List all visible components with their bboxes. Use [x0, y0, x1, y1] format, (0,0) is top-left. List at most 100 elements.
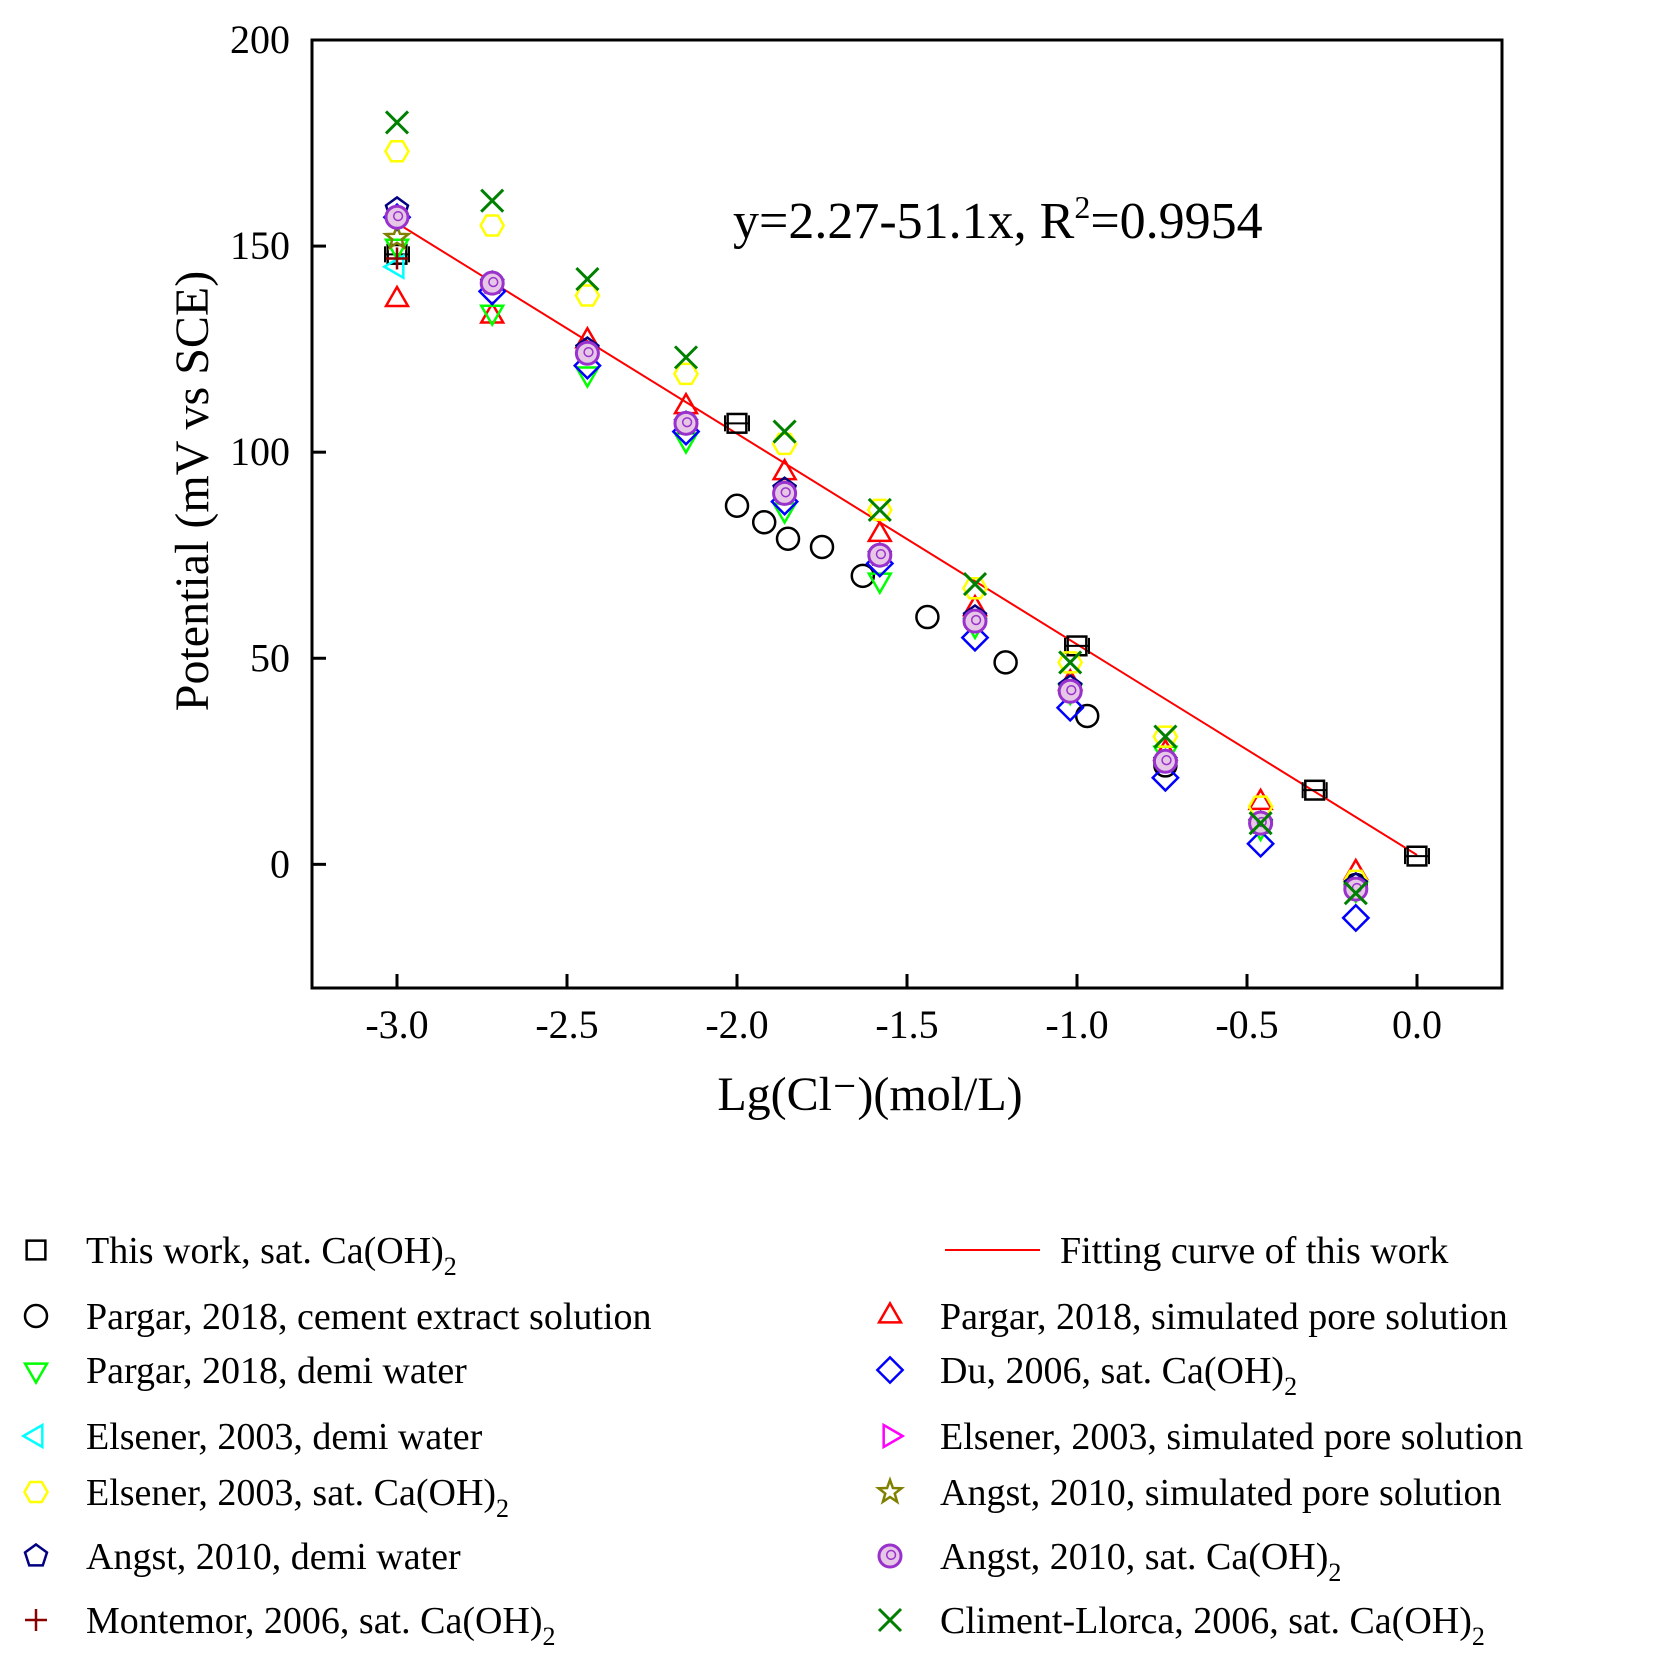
equation-rest: =0.9954 [1090, 193, 1262, 250]
legend-marker-star [874, 1476, 906, 1505]
data-point-circle [775, 526, 801, 551]
legend-label-subscript: 2 [1284, 1372, 1297, 1401]
data-point-triangle-up [866, 519, 893, 543]
data-point-triangle-down [866, 572, 893, 596]
fit-line-layer [396, 222, 1418, 856]
legend-label-text: Pargar, 2018, demi water [86, 1350, 467, 1392]
x-tick-label: -1.5 [875, 1002, 938, 1047]
legend-marker-diamond [875, 1355, 905, 1385]
x-tick-label: -1.0 [1045, 1002, 1108, 1047]
legend-label-subscript: 2 [444, 1252, 457, 1281]
data-point-ring [384, 204, 410, 230]
x-tick-label: -2.0 [705, 1002, 768, 1047]
data-point-square [1304, 779, 1326, 801]
data-point-triangle-up [383, 284, 411, 308]
data-point-circle [850, 563, 876, 589]
data-point-ring [673, 410, 699, 436]
data-point-cross [1343, 881, 1368, 906]
legend-marker-triangle-left [20, 1422, 44, 1450]
data-point-cross [1248, 811, 1273, 836]
data-point-cross [384, 110, 410, 135]
data-point-ring [1152, 748, 1178, 774]
data-point-hexagon [479, 214, 506, 237]
legend-label-subscript: 2 [543, 1622, 556, 1651]
data-point-ring [1057, 678, 1083, 704]
legend-label-subscript: 2 [496, 1494, 509, 1523]
data-point-cross [962, 572, 988, 597]
data-point-cross [867, 497, 892, 522]
data-point-circle [809, 534, 835, 560]
legend-label: Pargar, 2018, simulated pore solution [940, 1296, 1508, 1338]
legend-label: Elsener, 2003, simulated pore solution [940, 1416, 1523, 1458]
legend-label: Du, 2006, sat. Ca(OH)2 [940, 1350, 1297, 1401]
y-tick-label: 150 [230, 223, 290, 268]
data-point-circle [724, 493, 750, 519]
legend-label-text: Angst, 2010, simulated pore solution [940, 1472, 1502, 1514]
legend-marker-ring [877, 1543, 903, 1569]
legend-label: Angst, 2010, sat. Ca(OH)2 [940, 1536, 1341, 1587]
legend-label-subscript: 2 [1472, 1622, 1485, 1651]
data-point-hexagon [1152, 725, 1179, 748]
legend-label: Elsener, 2003, sat. Ca(OH)2 [86, 1472, 509, 1523]
legend-label: Pargar, 2018, demi water [86, 1350, 467, 1392]
data-point-cross [772, 419, 797, 444]
x-tick-label: -0.5 [1215, 1002, 1278, 1047]
x-tick-label: -3.0 [365, 1002, 428, 1047]
legend-label-text: Pargar, 2018, cement extract solution [86, 1296, 652, 1338]
x-tick-label: 0.0 [1392, 1002, 1442, 1047]
legend-label: Angst, 2010, demi water [86, 1536, 461, 1578]
legend-label: Pargar, 2018, cement extract solution [86, 1296, 652, 1338]
data-point-plus [386, 247, 408, 270]
legend-label-text: This work, sat. Ca(OH) [86, 1230, 444, 1272]
data-point-circle [993, 650, 1018, 675]
data-point-cross [1058, 650, 1083, 675]
plot-frame [310, 38, 1504, 990]
legend-label-text: Elsener, 2003, simulated pore solution [940, 1416, 1523, 1458]
legend-marker-pentagon [23, 1542, 49, 1567]
legend-marker-cross [877, 1607, 903, 1633]
legend-label: Angst, 2010, simulated pore solution [940, 1472, 1502, 1514]
legend-label: Fitting curve of this work [1060, 1230, 1448, 1272]
data-point-ring [574, 340, 600, 366]
y-tick-label: 100 [230, 429, 290, 474]
y-axis-label: Potential (mV vs SCE) [166, 271, 219, 711]
legend-marker-triangle-right [882, 1422, 906, 1450]
data-point-hexagon [1057, 651, 1084, 674]
x-axis-label: Lg(Cl⁻)(mol/L) [717, 1068, 1022, 1121]
data-point-diamond [1246, 829, 1276, 859]
legend-label-text: Climent-Llorca, 2006, sat. Ca(OH) [940, 1600, 1472, 1642]
data-point-square [726, 412, 748, 434]
data-point-square [1406, 845, 1428, 867]
data-point-ring [772, 480, 798, 506]
data-point-ring [962, 608, 988, 634]
legend-label-text: Pargar, 2018, simulated pore solution [940, 1296, 1508, 1338]
legend-label-text: Du, 2006, sat. Ca(OH) [940, 1350, 1284, 1392]
data-point-triangle-down [383, 238, 411, 262]
data-point-ring [1343, 876, 1369, 902]
legend-marker-hexagon [23, 1480, 49, 1504]
data-point-cross [1153, 724, 1178, 749]
legend-label: Montemor, 2006, sat. Ca(OH)2 [86, 1600, 556, 1651]
data-point-hexagon [384, 140, 410, 163]
axis-ticks: -3.0 -2.5 -2.0 -1.5 -1.0 -0.5 0.0 0 50 100 150 200 [230, 17, 1442, 1047]
error-bars [384, 246, 1430, 865]
fit-equation-annotation: y=2.27-51.1x, R2=0.9954 [733, 189, 1263, 250]
data-point-hexagon [771, 432, 798, 456]
data-point-star [381, 222, 413, 251]
legend-label-text: Elsener, 2003, demi water [86, 1416, 483, 1458]
data-point-cross [480, 188, 505, 213]
data-point-cross [575, 267, 600, 292]
legend-label-subscript: 2 [1328, 1558, 1341, 1587]
legend-marker-triangle-down [22, 1362, 50, 1386]
data-point-circle [1074, 703, 1100, 729]
data-point-hexagon [866, 498, 893, 522]
equation-superscript: 2 [1074, 189, 1090, 225]
fit-line [396, 222, 1418, 856]
data-point-circle [915, 604, 940, 630]
data-point-diamond [1341, 903, 1371, 933]
y-tick-label: 200 [230, 17, 290, 62]
legend-label-text: Montemor, 2006, sat. Ca(OH) [86, 1600, 543, 1642]
legend-marker-circle [23, 1303, 49, 1329]
